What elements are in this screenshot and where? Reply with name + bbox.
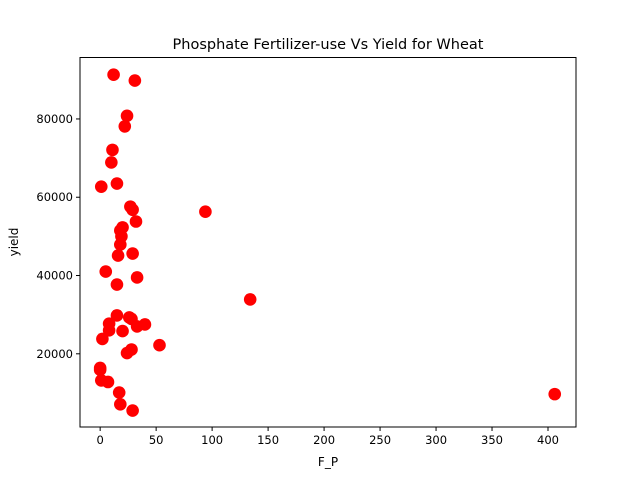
data-point	[114, 397, 127, 411]
data-point	[153, 338, 166, 352]
data-point	[129, 215, 143, 228]
data-point	[199, 205, 212, 219]
plot-frame	[79, 57, 577, 428]
y-axis-ticks: 20000 40000 60000 80000	[36, 112, 80, 361]
data-point	[106, 143, 119, 157]
x-tick-label: 350	[481, 433, 503, 447]
data-point	[114, 238, 127, 251]
data-point	[105, 156, 118, 169]
data-point	[126, 247, 139, 260]
data-point	[96, 332, 109, 346]
data-point	[128, 74, 142, 87]
y-tick-label: 20000	[36, 347, 73, 361]
data-point	[130, 271, 144, 284]
data-point	[130, 320, 144, 333]
data-point	[94, 180, 108, 193]
data-point	[126, 203, 139, 217]
x-tick-label: 100	[201, 433, 223, 447]
data-point	[120, 346, 134, 360]
data-point	[118, 120, 132, 133]
data-point	[107, 68, 120, 82]
plot-area	[93, 68, 562, 417]
data-point	[548, 387, 562, 401]
x-tick-label: 300	[425, 433, 447, 447]
x-tick-label: 200	[313, 433, 335, 447]
data-point	[110, 309, 124, 322]
data-point	[93, 363, 107, 377]
data-point	[99, 265, 113, 278]
data-point	[110, 177, 124, 190]
x-tick-label: 250	[369, 433, 391, 447]
data-point	[102, 324, 116, 337]
data-point	[101, 375, 115, 389]
y-tick-label: 40000	[36, 269, 73, 283]
x-tick-label: 50	[149, 433, 164, 447]
data-point	[243, 293, 257, 306]
y-tick-label: 80000	[36, 112, 73, 126]
x-tick-label: 400	[537, 433, 559, 447]
x-tick-label: 150	[257, 433, 279, 447]
data-point	[111, 249, 125, 262]
x-axis-ticks: 0 50 100 150 200 250 300 350 400	[96, 427, 559, 447]
x-tick-label: 0	[96, 433, 103, 447]
data-point	[110, 278, 124, 291]
y-axis-label: yield	[7, 228, 21, 257]
chart-title: Phosphate Fertilizer-use Vs Yield for Wh…	[173, 37, 484, 53]
data-point	[120, 109, 134, 123]
data-point	[116, 324, 129, 338]
data-point	[126, 404, 139, 417]
x-axis-label: F_P	[318, 455, 338, 469]
y-tick-label: 60000	[36, 190, 73, 204]
data-point	[112, 386, 126, 399]
